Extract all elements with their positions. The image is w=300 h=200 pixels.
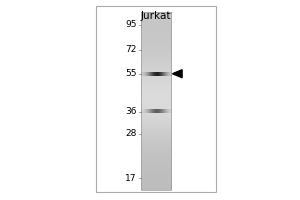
- Text: Jurkat: Jurkat: [141, 11, 171, 21]
- Bar: [96, 6, 216, 192]
- Bar: [141, 12, 171, 190]
- Text: 72: 72: [125, 45, 136, 54]
- Text: 55: 55: [125, 69, 136, 78]
- Polygon shape: [172, 70, 182, 78]
- Text: 17: 17: [125, 174, 136, 183]
- Text: 28: 28: [125, 129, 136, 138]
- Text: 95: 95: [125, 20, 136, 29]
- Text: 36: 36: [125, 107, 136, 116]
